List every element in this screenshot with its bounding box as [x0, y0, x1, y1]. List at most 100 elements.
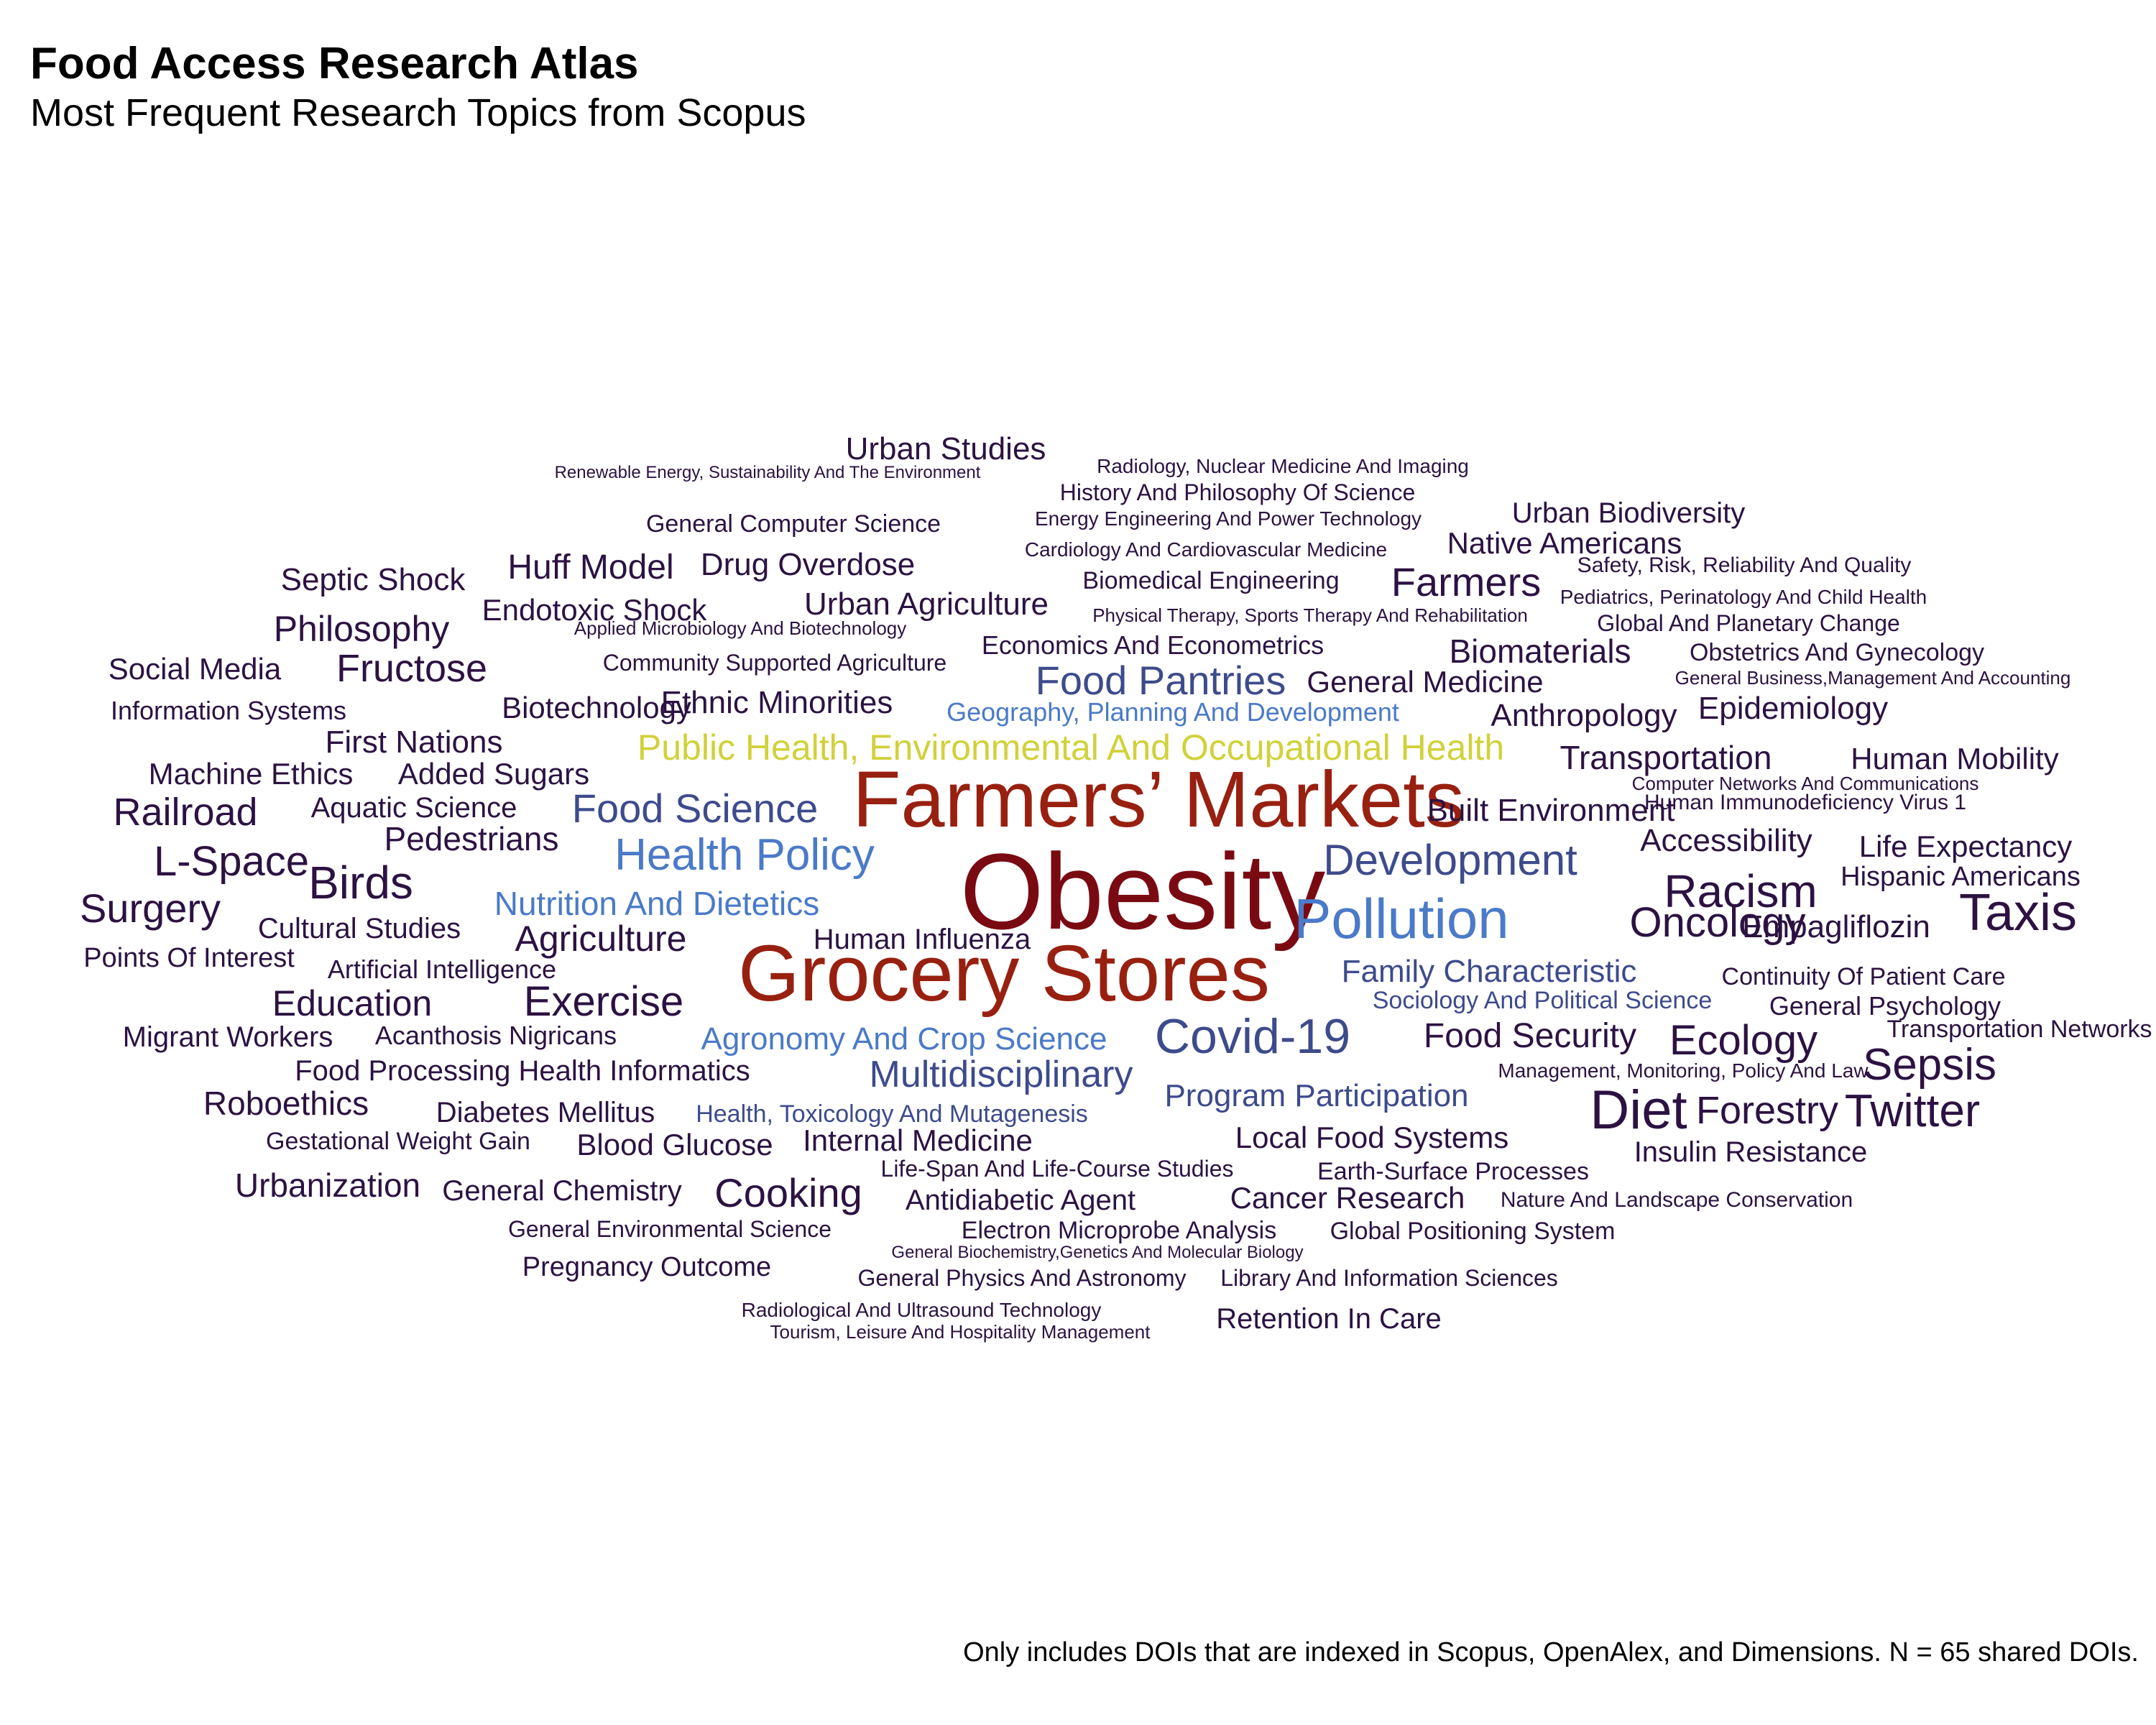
word-points-of-interest: Points Of Interest — [83, 943, 295, 973]
word-ecology: Ecology — [1669, 1017, 1818, 1064]
word-earth-surface-processes: Earth-Surface Processes — [1317, 1158, 1589, 1185]
word-human-immunodeficiency-virus-1: Human Immunodeficiency Virus 1 — [1644, 791, 1966, 814]
word-oncology: Oncology — [1629, 899, 1806, 946]
word-program-participation: Program Participation — [1164, 1078, 1469, 1113]
word-machine-ethics: Machine Ethics — [148, 757, 354, 791]
word-sepsis: Sepsis — [1862, 1040, 1997, 1090]
word-development: Development — [1323, 836, 1577, 884]
word-endotoxic-shock: Endotoxic Shock — [482, 593, 707, 627]
word-diet: Diet — [1590, 1080, 1687, 1141]
word-sociology-and-political-science: Sociology And Political Science — [1372, 987, 1713, 1014]
word-gestational-weight-gain: Gestational Weight Gain — [266, 1128, 530, 1155]
word-artificial-intelligence: Artificial Intelligence — [327, 954, 557, 984]
word-library-and-information-sciences: Library And Information Sciences — [1220, 1265, 1558, 1291]
word-local-food-systems: Local Food Systems — [1235, 1121, 1509, 1154]
word-radiology-nuclear-medicine-and-imaging: Radiology, Nuclear Medicine And Imaging — [1097, 455, 1469, 477]
word-roboethics: Roboethics — [203, 1085, 369, 1122]
word-general-biochemistry-genetics-and-molecular-biology: General Biochemistry,Genetics And Molecu… — [891, 1243, 1304, 1262]
word-economics-and-econometrics: Economics And Econometrics — [981, 630, 1325, 660]
word-pollution: Pollution — [1294, 887, 1509, 950]
word-railroad: Railroad — [113, 791, 258, 834]
word-added-sugars: Added Sugars — [397, 757, 590, 791]
word-philosophy: Philosophy — [273, 609, 450, 649]
word-global-and-planetary-change: Global And Planetary Change — [1597, 610, 1900, 636]
word-agriculture: Agriculture — [515, 919, 687, 959]
word-geography-planning-and-development: Geography, Planning And Development — [946, 697, 1399, 727]
word-general-computer-science: General Computer Science — [645, 510, 941, 538]
word-community-supported-agriculture: Community Supported Agriculture — [602, 650, 947, 676]
word-birds: Birds — [308, 857, 413, 908]
word-urban-agriculture: Urban Agriculture — [804, 586, 1049, 622]
word-general-environmental-science: General Environmental Science — [507, 1216, 832, 1242]
word-general-psychology: General Psychology — [1769, 991, 2001, 1021]
word-twitter: Twitter — [1844, 1085, 1981, 1136]
word-insulin-resistance: Insulin Resistance — [1634, 1136, 1868, 1168]
word-taxis: Taxis — [1958, 884, 2078, 942]
word-cultural-studies: Cultural Studies — [257, 913, 461, 944]
word-septic-shock: Septic Shock — [280, 562, 466, 597]
word-migrant-workers: Migrant Workers — [122, 1021, 333, 1053]
word-tourism-leisure-and-hospitality-management: Tourism, Leisure And Hospitality Managem… — [770, 1321, 1151, 1343]
word-family-characteristic: Family Characteristic — [1341, 954, 1637, 989]
word-health-policy: Health Policy — [614, 830, 875, 880]
word-exercise: Exercise — [523, 978, 684, 1025]
word-pedestrians: Pedestrians — [384, 820, 559, 857]
word-safety-risk-reliability-and-quality: Safety, Risk, Reliability And Quality — [1577, 553, 1912, 577]
word-urban-studies: Urban Studies — [845, 431, 1046, 466]
word-public-health-environmental-and-occupational-health: Public Health, Environmental And Occupat… — [637, 727, 1505, 768]
word-internal-medicine: Internal Medicine — [803, 1123, 1033, 1157]
word-built-environment: Built Environment — [1427, 793, 1675, 828]
word-nutrition-and-dietetics: Nutrition And Dietetics — [494, 885, 820, 922]
word-life-span-and-life-course-studies: Life-Span And Life-Course Studies — [880, 1156, 1234, 1182]
word-transportation: Transportation — [1560, 739, 1772, 776]
word-transportation-networks: Transportation Networks — [1886, 1016, 2152, 1043]
word-food-pantries: Food Pantries — [1035, 658, 1286, 703]
word-urban-biodiversity: Urban Biodiversity — [1511, 497, 1746, 529]
word-general-chemistry: General Chemistry — [442, 1175, 682, 1207]
chart-caption: Only includes DOIs that are indexed in S… — [963, 1637, 2139, 1668]
word-nature-and-landscape-conservation: Nature And Landscape Conservation — [1500, 1188, 1853, 1212]
word-aquatic-science: Aquatic Science — [310, 792, 517, 824]
word-food-processing-health-informatics: Food Processing Health Informatics — [295, 1055, 750, 1087]
word-antidiabetic-agent: Antidiabetic Agent — [905, 1184, 1136, 1216]
word-cancer-research: Cancer Research — [1230, 1181, 1465, 1215]
word-native-americans: Native Americans — [1447, 526, 1682, 560]
word-pediatrics-perinatology-and-child-health: Pediatrics, Perinatology And Child Healt… — [1560, 586, 1927, 608]
word-blood-glucose: Blood Glucose — [576, 1128, 773, 1162]
word-huff-model: Huff Model — [507, 548, 674, 586]
word-management-monitoring-policy-and-law: Management, Monitoring, Policy And Law — [1498, 1059, 1869, 1082]
word-biotechnology: Biotechnology — [502, 691, 691, 724]
word-food-security: Food Security — [1423, 1017, 1637, 1055]
word-continuity-of-patient-care: Continuity Of Patient Care — [1721, 963, 2006, 990]
word-information-systems: Information Systems — [110, 696, 347, 725]
word-hispanic-americans: Hispanic Americans — [1841, 862, 2081, 892]
word-agronomy-and-crop-science: Agronomy And Crop Science — [701, 1021, 1107, 1057]
word-covid-19: Covid-19 — [1154, 1009, 1351, 1064]
word-accessibility: Accessibility — [1640, 823, 1812, 858]
word-biomaterials: Biomaterials — [1449, 632, 1631, 670]
word-social-media: Social Media — [108, 652, 282, 686]
word-farmers: Farmers — [1391, 559, 1542, 604]
word-human-mobility: Human Mobility — [1851, 742, 2059, 776]
chart-title: Food Access Research Atlas — [30, 39, 639, 88]
word-biomedical-engineering: Biomedical Engineering — [1082, 567, 1340, 594]
word-general-physics-and-astronomy: General Physics And Astronomy — [857, 1265, 1187, 1291]
word-computer-networks-and-communications: Computer Networks And Communications — [1631, 773, 1979, 794]
word-urbanization: Urbanization — [234, 1167, 421, 1204]
word-history-and-philosophy-of-science: History And Philosophy Of Science — [1059, 479, 1416, 505]
word-general-business-management-and-accounting: General Business,Management And Accounti… — [1674, 667, 2071, 689]
word-food-science: Food Science — [571, 786, 819, 831]
word-human-influenza: Human Influenza — [813, 924, 1031, 955]
word-life-expectancy: Life Expectancy — [1858, 829, 2073, 863]
word-health-toxicology-and-mutagenesis: Health, Toxicology And Mutagenesis — [696, 1100, 1088, 1128]
word-cardiology-and-cardiovascular-medicine: Cardiology And Cardiovascular Medicine — [1024, 538, 1388, 561]
word-ethnic-minorities: Ethnic Minorities — [660, 685, 893, 720]
word-retention-in-care: Retention In Care — [1216, 1303, 1442, 1335]
word-education: Education — [272, 983, 433, 1024]
chart-subtitle: Most Frequent Research Topics from Scopu… — [30, 91, 806, 134]
word-l-space: L-Space — [153, 838, 310, 885]
word-forestry: Forestry — [1695, 1089, 1839, 1132]
word-electron-microprobe-analysis: Electron Microprobe Analysis — [961, 1217, 1277, 1244]
word-surgery: Surgery — [79, 886, 221, 931]
